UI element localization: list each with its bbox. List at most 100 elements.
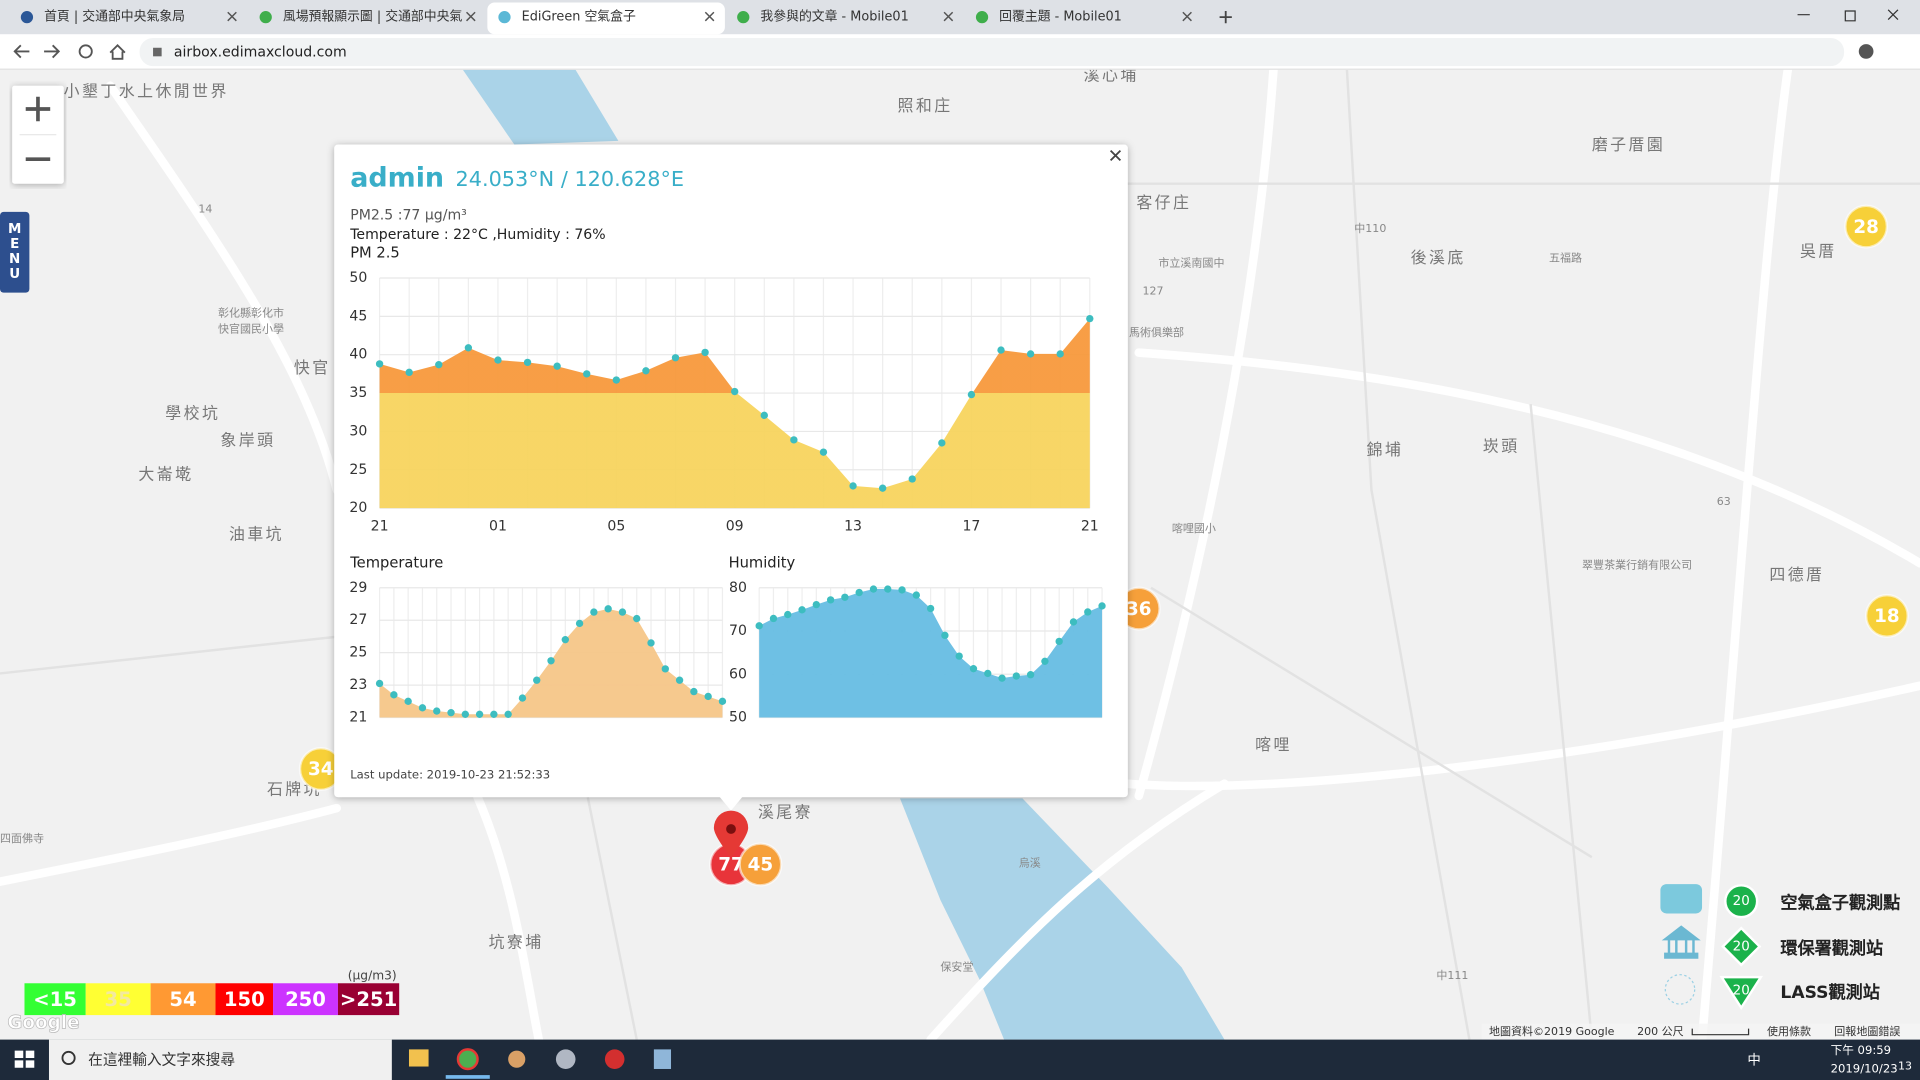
window-controls[interactable] [1797,9,1899,22]
omnibox[interactable] [139,37,1845,67]
data-point [969,664,978,673]
decoration [408,1049,429,1067]
x-tick-label: 21 [371,519,389,535]
data-point [690,687,698,696]
marker-count[interactable]: 18 [1874,606,1900,627]
data-point [704,692,712,701]
decoration [61,1050,76,1065]
decoration [1660,884,1703,914]
tab-title[interactable]: EdiGreen 空氣盒子 [522,9,636,25]
marker[interactable] [1844,204,1889,249]
station-count: 20 [1733,940,1750,955]
marker-count[interactable]: 36 [1126,599,1152,620]
terms-link[interactable]: 使用條款 [1767,1024,1811,1038]
data-point [1041,657,1049,665]
tab-close[interactable] [227,11,237,22]
station-count: 20 [1733,984,1750,999]
data-point [941,631,949,640]
data-point [675,676,684,684]
tab-close[interactable] [466,11,476,22]
data-point [583,370,591,378]
aqi-label: 35 [105,988,132,1011]
aqi-swatch [337,983,400,1016]
data-point [784,610,792,619]
report-link[interactable]: 回報地圖錯誤 [1834,1024,1900,1038]
close-button[interactable] [1109,149,1122,162]
decoration [0,0,1920,35]
data-point [984,669,992,678]
data-point [884,585,892,593]
data-point [878,484,887,492]
zoom-control[interactable] [12,85,64,184]
station-badge [1724,884,1759,919]
marker-count[interactable]: 45 [748,855,774,876]
tab-title[interactable]: 我參與的文章 - Mobile01 [760,9,908,25]
data-point [812,600,820,609]
data-point [523,358,532,367]
marker[interactable] [738,842,783,887]
y-tick-label: 30 [349,423,367,439]
data-point [849,482,857,490]
tab-close[interactable] [1182,11,1192,22]
decoration: 首頁 | 交通部中央氣象局 風場預報顯示圖 | 交通部中央氣 EdiGreen 空氣… [20,9,1192,25]
aqi-unit: (μg/m3) [348,968,397,982]
data-point [590,608,598,616]
data-point [518,694,527,702]
ime[interactable]: 中 [1747,1052,1760,1068]
tab-title[interactable]: 風場預報顯示圖 | 交通部中央氣 [283,9,463,25]
reload[interactable] [78,44,93,59]
area [379,318,1090,509]
data-point [1055,637,1063,646]
station-label: 空氣盒子觀測點 [1780,893,1900,914]
map-label: 市立溪南國中 [1158,255,1224,269]
map-label: 五福路 [1549,250,1582,264]
data-point [575,619,584,628]
station-legend: 20 空氣盒子觀測點 20 環保署觀測站 20 LASS觀測站 [1660,884,1900,1011]
data-point [504,710,512,718]
search-placeholder[interactable]: 在這裡輸入文字來搜尋 [88,1051,235,1068]
menu-label[interactable]: MENU [7,222,22,282]
station-badge [1721,926,1762,967]
notifications[interactable]: 13 [1898,1060,1912,1073]
url[interactable]: airbox.edimaxcloud.com [174,45,347,61]
marker[interactable] [1864,593,1909,638]
data-point [461,710,469,718]
aqi-swatch [150,983,216,1016]
aqi-swatch [85,983,151,1016]
map-label: 後溪底 [1411,248,1466,267]
profile[interactable] [1858,44,1874,59]
marker-count[interactable]: 77 [718,855,744,876]
y-tick-label: 40 [349,347,367,363]
data-point [798,606,806,614]
tab-icon [737,11,750,24]
search-box[interactable] [48,1039,392,1080]
tab-close[interactable] [943,11,954,22]
marker-count[interactable]: 34 [308,759,334,780]
data-point [642,367,650,375]
data-point [433,707,441,715]
map-label: 溪尾寮 [758,803,813,822]
tab-title[interactable]: 回覆主題 - Mobile01 [999,10,1122,25]
nav-buttons[interactable] [13,44,126,60]
tab-icon [975,11,989,24]
data-point [390,691,398,699]
chart-title: Temperature [349,554,443,571]
decoration [487,2,725,35]
new-tab[interactable] [1219,11,1232,24]
y-tick-label: 45 [349,308,367,324]
marker-count[interactable]: 28 [1853,217,1879,238]
start-button[interactable] [14,1050,35,1068]
address-bar: airbox.edimaxcloud.com [0,34,1920,70]
map-label: 坑寮埔 [489,932,544,951]
map-label: 大崙墘 [138,465,193,484]
menu-button[interactable]: MENU [0,211,30,293]
map-label: 磨子厝園 [1592,135,1665,154]
tab-close[interactable] [704,11,715,22]
decoration [0,65,1920,1044]
tab-icon [498,11,511,24]
aqi-label: 250 [285,988,326,1011]
data-point [926,604,935,613]
tab-title[interactable]: 首頁 | 交通部中央氣象局 [44,9,185,25]
y-tick-label: 50 [729,710,747,726]
